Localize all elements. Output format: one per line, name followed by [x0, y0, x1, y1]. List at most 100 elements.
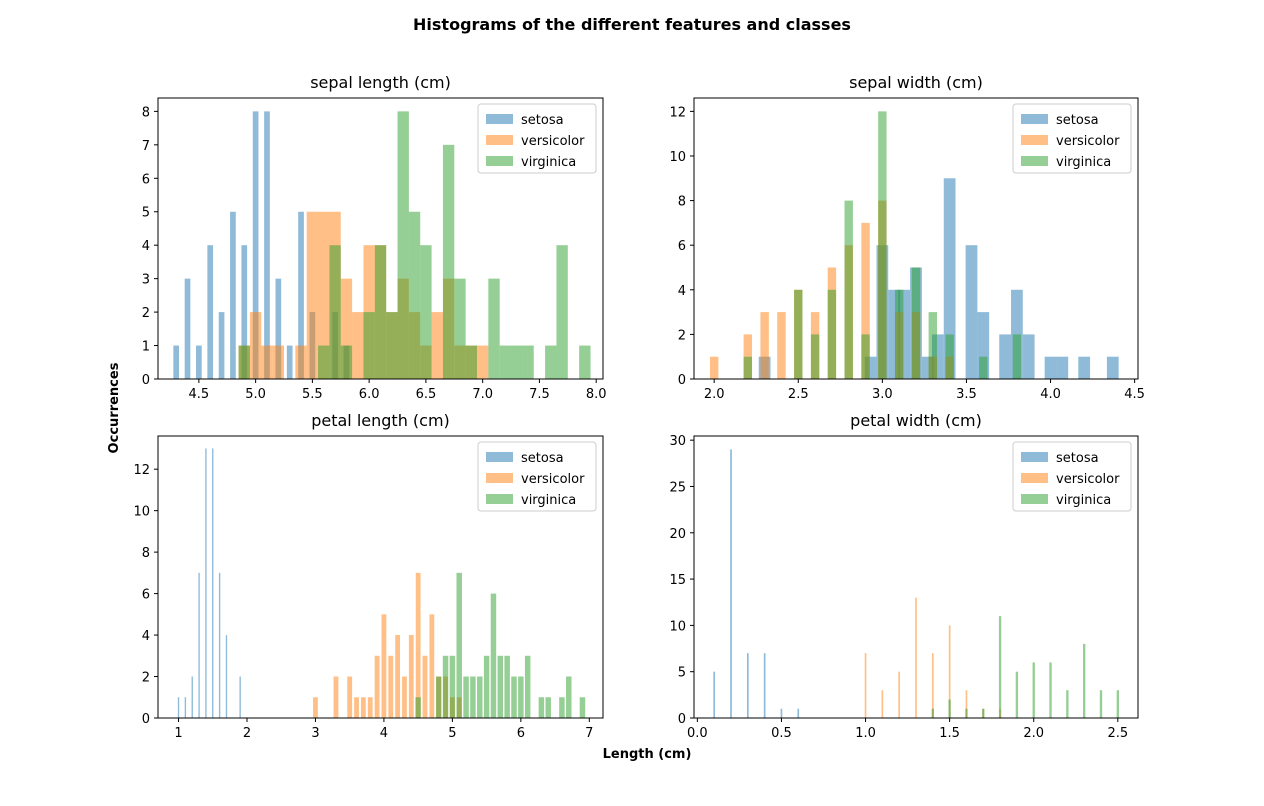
bar-virginica: [945, 334, 954, 379]
bar-virginica: [556, 245, 568, 379]
legend-swatch-virginica: [1021, 494, 1048, 504]
legend-label-versicolor: versicolor: [1056, 134, 1120, 149]
bar-versicolor: [395, 635, 401, 718]
bar-virginica: [928, 312, 938, 379]
bar-setosa: [713, 671, 716, 718]
legend: setosa versicolor virginica: [477, 103, 597, 174]
bar-versicolor: [415, 572, 421, 718]
x-tick-label: 5: [448, 726, 456, 741]
bar-virginica: [386, 312, 398, 379]
legend-swatch-setosa: [1021, 114, 1048, 124]
bar-virginica: [1012, 334, 1022, 379]
legend-swatch-versicolor: [486, 473, 513, 483]
bar-setosa: [780, 708, 783, 718]
bars: [713, 449, 1119, 718]
axes-frame: [693, 97, 1139, 380]
bar-virginica: [463, 676, 469, 718]
x-tick-label: 1.0: [855, 726, 876, 741]
bar-virginica: [488, 278, 500, 379]
bar-virginica: [340, 345, 353, 379]
subplot-2: sepal width (cm) 2.0 2.5 3.0 3.5 4.0 4.5 0 2 4 6 8 1…: [669, 73, 1145, 402]
bar-setosa: [252, 111, 259, 379]
bar-virginica: [579, 697, 586, 718]
bar-virginica: [998, 616, 1002, 718]
bar-versicolor: [340, 278, 353, 379]
axes-frame: [157, 435, 604, 719]
legend-swatch-setosa: [486, 114, 513, 124]
bar-versicolor: [318, 211, 330, 379]
bar-setosa: [1011, 289, 1023, 379]
bar-virginica: [511, 345, 523, 379]
bar-setosa: [184, 697, 187, 718]
x-tick-label: 8.0: [586, 387, 607, 402]
subplot-3: petal length (cm)1 2 3 4 5 6 7024681012setosav…: [133, 411, 604, 741]
legend-label-versicolor: versicolor: [521, 472, 585, 487]
legend: setosa versicolor virginica: [477, 441, 597, 512]
bar-virginica: [363, 312, 375, 379]
bar-versicolor: [422, 655, 428, 718]
y-tick-label: 8: [142, 546, 150, 561]
y-tick-label: 7: [142, 139, 150, 154]
bar-virginica: [743, 356, 753, 379]
bar-virginica: [397, 111, 409, 379]
bar-virginica: [442, 655, 449, 718]
bar-virginica: [238, 345, 250, 379]
bar-virginica: [374, 245, 387, 379]
bar-versicolor: [408, 635, 414, 718]
bar-versicolor: [760, 312, 769, 379]
x-tick-label: 1: [174, 726, 182, 741]
x-tick-label: 7.5: [529, 387, 550, 402]
bar-virginica: [1066, 690, 1069, 718]
bar-versicolor: [272, 345, 285, 379]
bar-virginica: [318, 345, 330, 379]
bar-setosa: [977, 312, 990, 379]
bar-virginica: [504, 655, 510, 718]
bar-versicolor: [363, 245, 375, 379]
bar-virginica: [931, 708, 934, 718]
bar-virginica: [1015, 671, 1019, 718]
bar-setosa: [746, 653, 749, 718]
y-tick-label: 0: [678, 373, 686, 388]
x-tick-label: 2: [243, 726, 251, 741]
bar-setosa: [184, 278, 191, 379]
bar-virginica: [844, 200, 853, 379]
bar-setosa: [1056, 356, 1069, 379]
subplot-title: petal width (cm): [850, 411, 982, 430]
bar-virginica: [522, 345, 534, 379]
bar-setosa: [198, 572, 200, 718]
bar-virginica: [911, 267, 921, 379]
y-tick-label: 10: [669, 150, 686, 165]
bar-virginica: [454, 278, 466, 379]
subplot-grid: sepal length (cm) 4.5 5.0 5.5 6.0 6.5 7.0 7.5 8.…: [133, 73, 1145, 741]
bar-setosa: [763, 653, 766, 718]
y-tick-label: 5: [142, 206, 150, 221]
bar-versicolor: [352, 312, 364, 379]
legend: setosa versicolor virginica: [1012, 103, 1132, 174]
bar-virginica: [329, 245, 341, 379]
x-tick-label: 0.5: [771, 726, 792, 741]
bar-versicolor: [347, 676, 353, 718]
y-tick-label: 3: [142, 273, 150, 288]
bar-setosa: [797, 708, 800, 718]
y-tick-label: 4: [142, 629, 150, 644]
x-tick-label: 3.5: [956, 387, 977, 402]
y-tick-label: 20: [669, 527, 686, 542]
subplot-title: sepal width (cm): [849, 73, 983, 92]
y-tick-label: 1: [142, 340, 150, 355]
bar-versicolor: [915, 597, 917, 718]
bars: [177, 448, 586, 718]
bar-versicolor: [777, 312, 786, 379]
bar-virginica: [483, 655, 490, 718]
y-tick-label: 2: [142, 306, 150, 321]
bar-virginica: [497, 655, 504, 718]
bar-virginica: [490, 593, 497, 718]
bar-virginica: [794, 289, 803, 379]
legend-label-versicolor: versicolor: [1056, 472, 1120, 487]
bars: [709, 111, 1119, 379]
bar-setosa: [241, 245, 248, 379]
bar-setosa: [230, 211, 236, 379]
y-tick-label: 6: [142, 588, 150, 603]
y-tick-label: 0: [678, 712, 686, 727]
bar-versicolor: [709, 356, 719, 379]
